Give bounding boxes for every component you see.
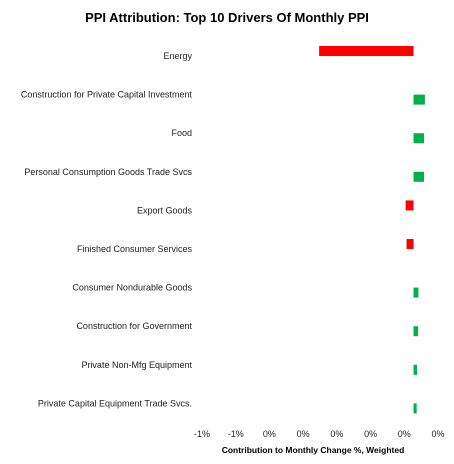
bar bbox=[406, 239, 414, 249]
x-tick-label: -1% bbox=[194, 429, 210, 439]
category-label: Private Capital Equipment Trade Svcs. bbox=[38, 398, 192, 408]
bar bbox=[413, 326, 419, 337]
x-tick-label: 0% bbox=[364, 429, 377, 439]
bar bbox=[413, 403, 417, 414]
category-label: Finished Consumer Services bbox=[77, 244, 193, 254]
bars bbox=[319, 46, 425, 414]
x-tick-label: 0% bbox=[431, 429, 444, 439]
x-tick-label: 0% bbox=[398, 429, 411, 439]
bar bbox=[413, 133, 425, 144]
x-tick-label: 0% bbox=[263, 429, 276, 439]
category-label: Consumer Nondurable Goods bbox=[72, 283, 192, 293]
category-label: Food bbox=[171, 128, 192, 138]
category-label: Private Non-Mfg Equipment bbox=[81, 360, 192, 370]
chart-title: PPI Attribution: Top 10 Drivers Of Month… bbox=[85, 10, 369, 25]
x-axis-ticks: -1% -1% 0% 0% 0% 0% 0% 0% bbox=[194, 429, 445, 439]
bar bbox=[413, 287, 419, 298]
category-label: Construction for Government bbox=[76, 321, 192, 331]
x-tick-label: -1% bbox=[228, 429, 244, 439]
x-axis-title: Contribution to Monthly Change %, Weight… bbox=[222, 445, 405, 455]
category-label: Personal Consumption Goods Trade Svcs bbox=[24, 167, 192, 177]
category-label: Export Goods bbox=[137, 205, 193, 215]
x-tick-label: 0% bbox=[297, 429, 310, 439]
bar bbox=[413, 364, 418, 375]
bar bbox=[413, 94, 425, 105]
bar bbox=[413, 171, 425, 182]
category-label: Construction for Private Capital Investm… bbox=[21, 90, 193, 100]
category-label: Energy bbox=[163, 51, 192, 61]
category-labels: Energy Construction for Private Capital I… bbox=[21, 51, 193, 408]
x-tick-label: 0% bbox=[330, 429, 343, 439]
bar bbox=[405, 200, 414, 211]
bar bbox=[319, 46, 414, 56]
